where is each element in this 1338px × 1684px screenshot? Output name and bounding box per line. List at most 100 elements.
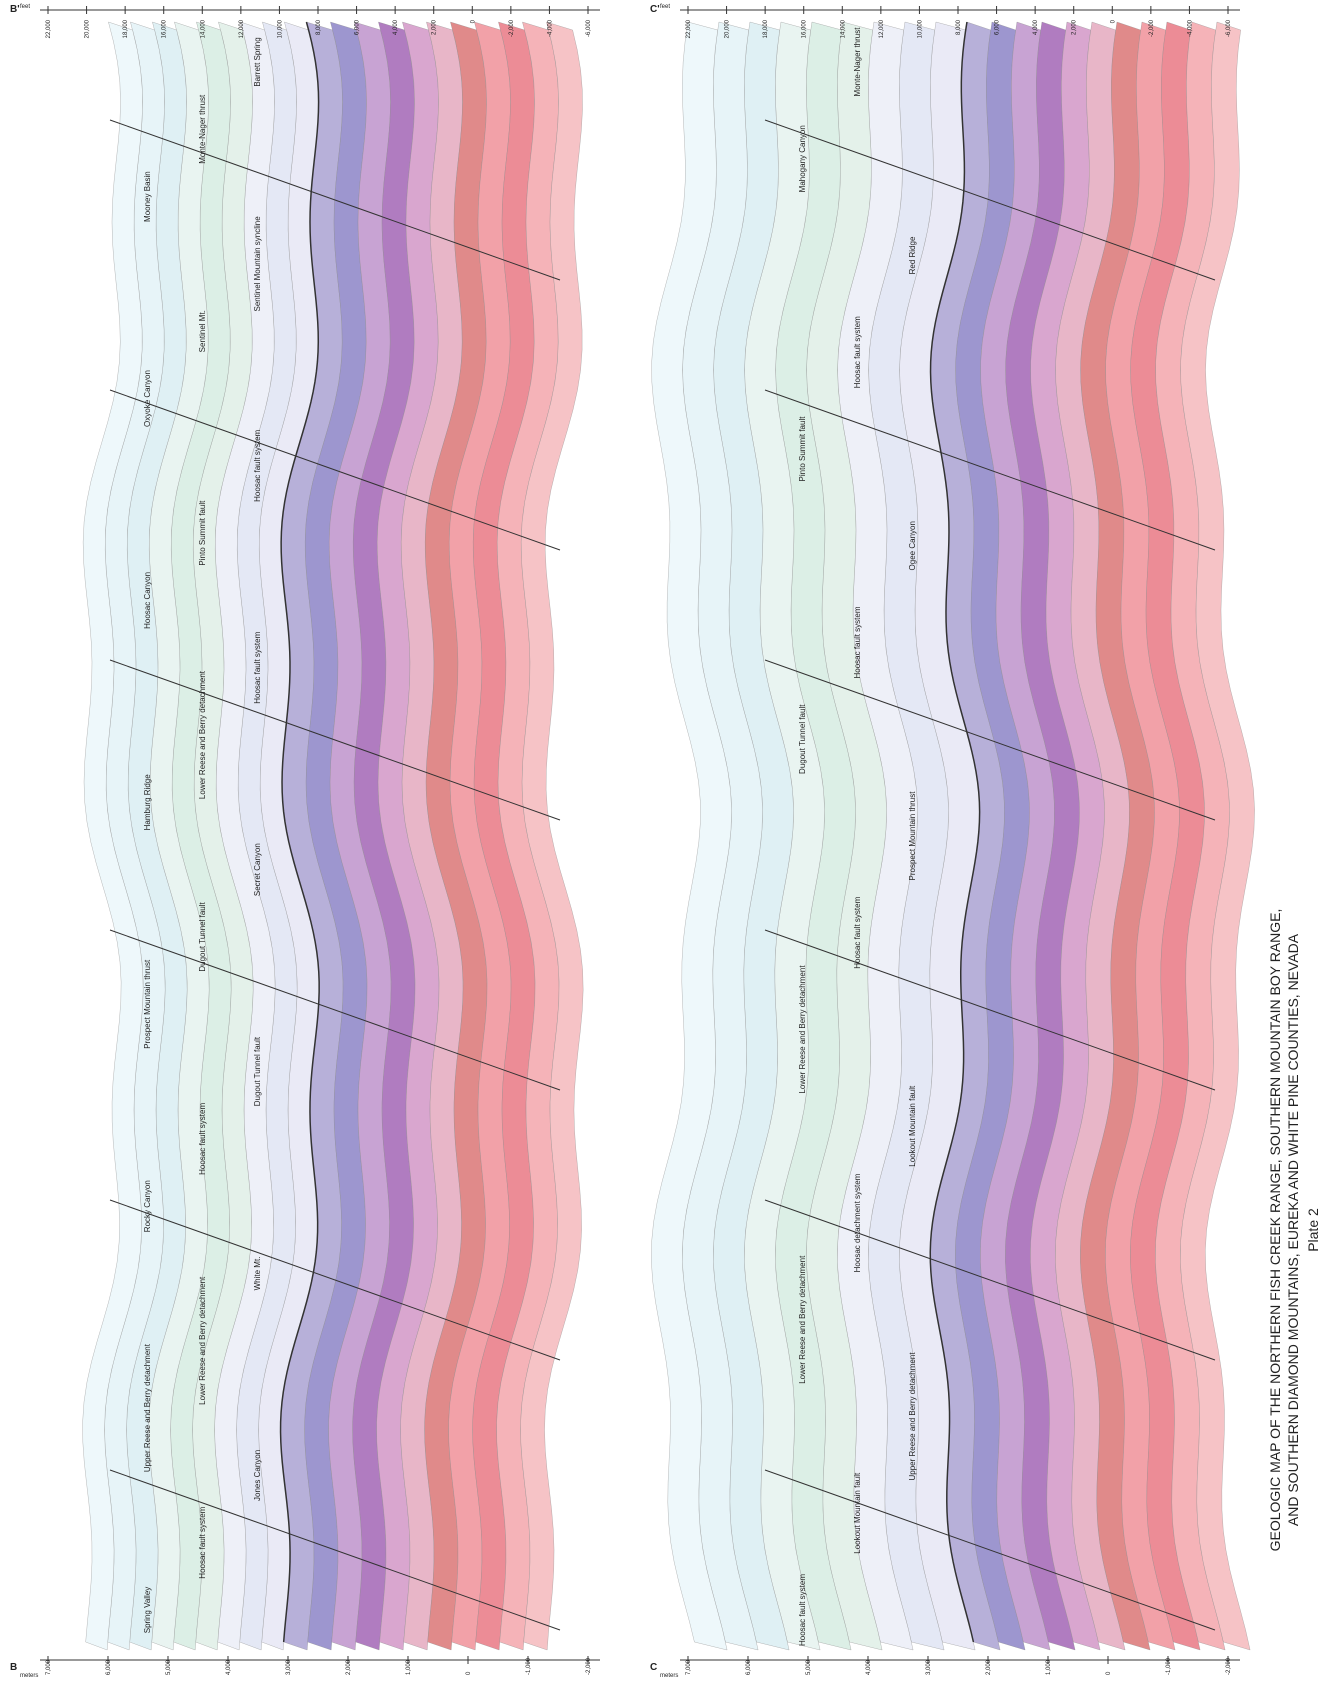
feature-label: Lower Reese and Berry detachment [198,1276,207,1405]
tick-label: 12,000 [879,19,885,38]
axis-unit: feet [20,4,30,10]
feature-label: Monte-Nager thrust [198,94,207,164]
tick-label: 18,000 [763,19,769,38]
tick-label: 10,000 [917,19,923,38]
feature-label: Ogee Canyon [908,521,917,570]
tick-label: 1,000 [1046,1659,1052,1675]
tick-label: 18,000 [123,19,129,38]
tick-label: -1,000 [526,1657,532,1675]
tick-label: 4,000 [1033,19,1039,35]
feature-label: Lookout Mountain fault [908,1085,917,1167]
tick-label: 4,000 [393,19,399,35]
feature-label: Lookout Mountain fault [853,1472,862,1554]
tick-label: 16,000 [162,19,168,38]
feature-label: Monte-Nager thrust [853,27,862,97]
tick-label: 1,000 [406,1659,412,1675]
tick-label: -6,000 [1226,19,1232,37]
tick-label: 22,000 [686,19,692,38]
tick-label: 14,000 [840,19,846,38]
feature-label: Pinto Summit fault [198,500,207,566]
tick-label: 4,000 [226,1659,232,1675]
axis-unit: meters [20,1673,38,1679]
tick-label: 3,000 [286,1659,292,1675]
feature-label: Hoosac fault system [198,1506,207,1578]
plate: 7,0006,0005,0004,0003,0002,0001,0000-1,0… [0,0,1338,1679]
feature-label: Hoosac fault system [253,429,262,501]
feature-label: Prospect Mountain thrust [143,959,152,1049]
tick-label: 8,000 [316,19,322,35]
tick-label: 6,000 [106,1659,112,1675]
feature-label: Hoosac fault system [253,631,262,703]
feature-label: Sentinel Mt. [198,310,207,352]
feature-label: Hoosac Canyon [143,572,152,629]
tick-label: 5,000 [166,1659,172,1675]
feature-label: Dugout Tunnel fault [198,901,207,971]
feature-label: Hoosac detachment system [853,1173,862,1272]
tick-label: 2,000 [986,1659,992,1675]
tick-label: 10,000 [277,19,283,38]
feature-label: Hamburg Ridge [143,774,152,831]
feature-label: Hoosac fault system [853,896,862,968]
title-line: AND SOUTHERN DIAMOND MOUNTAINS, EUREKA A… [1285,933,1301,1526]
tick-label: 20,000 [85,19,91,38]
feature-label: Rocky Canyon [143,1180,152,1232]
tick-label: 6,000 [995,19,1001,35]
tick-label: -4,000 [1187,19,1193,37]
tick-label: -2,000 [1149,19,1155,37]
tick-label: 2,000 [1072,19,1078,35]
feature-label: Secret Canyon [253,843,262,896]
feature-label: Spring Valley [143,1587,152,1634]
feature-label: White Mt. [253,1257,262,1291]
tick-label: 16,000 [802,19,808,38]
plate-number: Plate 2 [1305,1208,1321,1252]
tick-label: -1,000 [1166,1657,1172,1675]
tick-label: -2,000 [586,1657,592,1675]
feature-label: Oxyoke Canyon [143,370,152,427]
tick-label: 6,000 [746,1659,752,1675]
tick-label: 12,000 [239,19,245,38]
tick-label: 7,000 [686,1659,692,1675]
feature-label: Hoosac fault system [798,1574,807,1646]
axis-unit: feet [660,4,670,10]
tick-label: 14,000 [200,19,206,38]
section-end: B' [10,4,20,15]
feature-label: Sentinel Mountain syncline [253,216,262,312]
tick-label: 6,000 [355,19,361,35]
title-line: GEOLOGIC MAP OF THE NORTHERN FISH CREEK … [1267,909,1283,1552]
tick-label: 3,000 [926,1659,932,1675]
section-end: B [10,1662,17,1673]
tick-label: 5,000 [806,1659,812,1675]
feature-label: Lower Reese and Berry detachment [798,1255,807,1384]
section-end: C' [650,4,660,15]
feature-label: Lower Reese and Berry detachment [798,965,807,1094]
feature-label: Upper Reese and Berry detachment [908,1352,917,1481]
tick-label: 8,000 [956,19,962,35]
tick-label: 20,000 [725,19,731,38]
tick-label: -4,000 [547,19,553,37]
feature-label: Dugout Tunnel fault [253,1036,262,1106]
feature-label: Dugout Tunnel fault [798,704,807,774]
feature-label: Hoosac fault system [853,606,862,678]
tick-label: 4,000 [866,1659,872,1675]
feature-label: Upper Reese and Berry detachment [143,1343,152,1472]
section-end: C [650,1662,657,1673]
feature-label: Red Ridge [908,236,917,274]
tick-label: 22,000 [46,19,52,38]
feature-label: Mahogany Canyon [798,125,807,192]
feature-label: Hoosac fault system [853,316,862,388]
page: 7,0006,0005,0004,0003,0002,0001,0000-1,0… [0,0,1338,1679]
feature-label: Lower Reese and Berry detachment [198,670,207,799]
feature-label: Hoosac fault system [198,1103,207,1175]
feature-label: Pinto Summit fault [798,416,807,482]
feature-label: Prospect Mountain thrust [908,791,917,881]
axis-unit: meters [660,1673,678,1679]
tick-label: 2,000 [432,19,438,35]
tick-label: -2,000 [1226,1657,1232,1675]
tick-label: 7,000 [46,1659,52,1675]
tick-label: -6,000 [586,19,592,37]
tick-label: 2,000 [346,1659,352,1675]
tick-label: -2,000 [509,19,515,37]
feature-label: Jones Canyon [253,1450,262,1501]
feature-label: Mooney Basin [143,171,152,222]
feature-label: Barrett Spring [253,37,262,86]
